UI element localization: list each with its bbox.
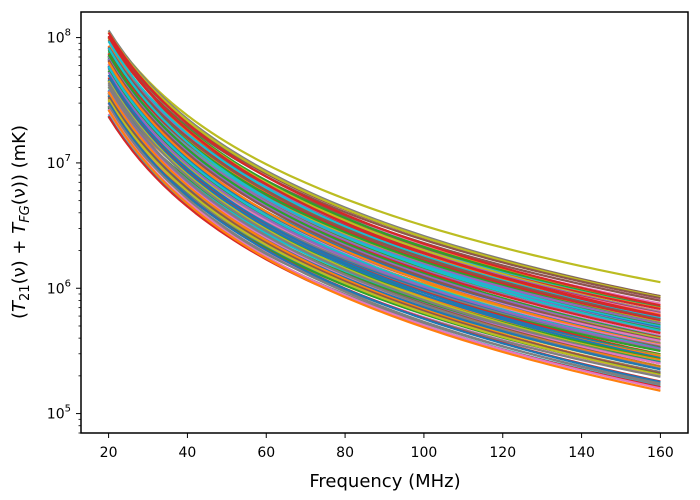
series-line [107, 105, 661, 386]
series-line [107, 35, 661, 318]
y-tick-label: 106 [47, 278, 71, 297]
y-axis-ticks: 105 106 107 108 [47, 28, 81, 434]
series-line [107, 54, 661, 339]
y-axis-label: (T21(ν) + TFG(ν)) (mK) [9, 125, 33, 319]
x-tick-label: 100 [411, 445, 438, 461]
y-axis-label-open: ( [9, 312, 30, 319]
x-axis-label: Frequency (MHz) [309, 471, 460, 492]
series-line [107, 80, 661, 364]
y-axis-label-subfg: FG [18, 205, 33, 223]
series-line [107, 82, 661, 365]
series-line [107, 71, 661, 351]
series-line [107, 78, 661, 360]
y-tick-label: 105 [47, 404, 71, 423]
series-line [107, 58, 661, 340]
series-line [107, 61, 661, 347]
y-axis-label-sub21: 21 [18, 284, 33, 301]
x-tick-label: 120 [489, 445, 516, 461]
series-line [107, 74, 661, 358]
series-line [107, 47, 661, 332]
series-line [107, 59, 661, 342]
x-tick-label: 20 [100, 445, 118, 461]
plot-frame [80, 11, 689, 434]
series-line [107, 39, 661, 300]
y-axis-label-tfg: T [9, 221, 30, 234]
series-line [107, 101, 661, 384]
y-axis-label-t21: T [9, 299, 30, 312]
y-tick-label: 107 [47, 153, 71, 172]
y-tick-label: 108 [47, 28, 71, 47]
x-tick-label: 40 [179, 445, 197, 461]
series-line [107, 31, 661, 284]
x-tick-label: 160 [647, 445, 674, 461]
x-tick-label: 60 [257, 445, 275, 461]
series-line [107, 31, 661, 299]
series-line [107, 32, 661, 307]
x-axis-ticks: 20 40 60 80 100 120 140 160 [100, 433, 674, 461]
series-line [107, 98, 661, 377]
series-line [107, 96, 661, 375]
y-axis-label-rest: (ν)) (mK) [9, 125, 30, 205]
series-line [107, 109, 661, 392]
y-axis-label-nu1: (ν) + [9, 234, 30, 285]
x-tick-label: 140 [568, 445, 595, 461]
series-group [107, 29, 661, 392]
x-tick-label: 80 [336, 445, 354, 461]
